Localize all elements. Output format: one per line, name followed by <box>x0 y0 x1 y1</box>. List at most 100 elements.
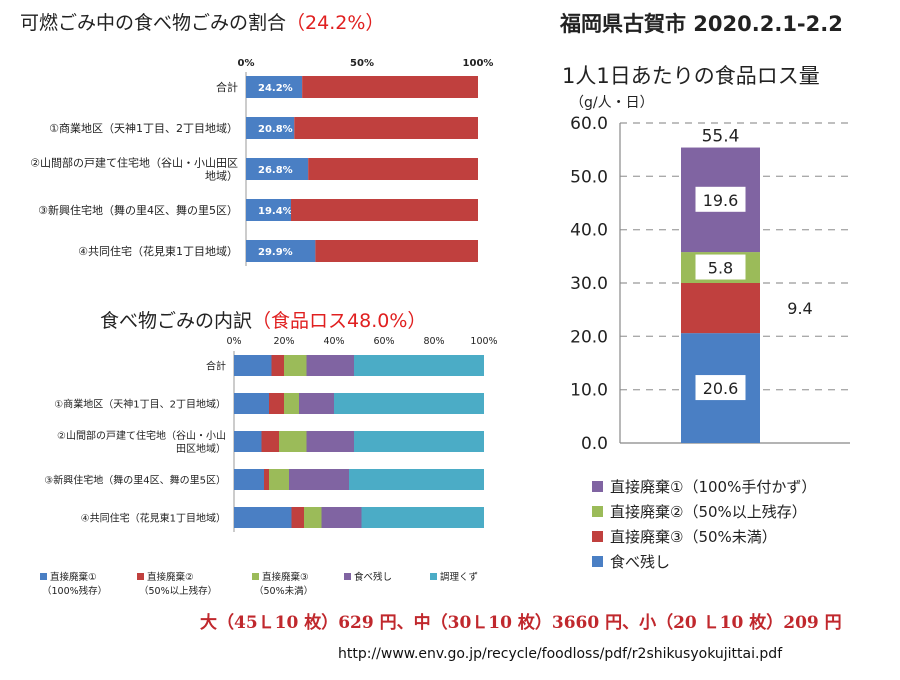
chart2-bar-segment <box>291 507 304 528</box>
chart1-x-tick: 100% <box>463 58 494 69</box>
chart2-breakdown-bar-chart: 0% 20% 40% 60% 80% 100% 合計 ①商業地区（天神1丁目、2丁目地域） ②山… <box>40 336 498 597</box>
chart1-category-label: ③新興住宅地（舞の里4区、舞の里5区） <box>38 203 238 217</box>
chart1-bar-segment <box>246 117 295 139</box>
chart3-y-tick: 20.0 <box>570 327 608 347</box>
chart2-legend-swatch <box>137 573 144 580</box>
chart2-bar-segment <box>264 469 269 490</box>
chart3-legend-swatch <box>592 481 603 492</box>
chart2-bar-segment <box>334 393 484 414</box>
chart1-bar-segment <box>315 240 478 262</box>
chart2-legend-swatch <box>430 573 437 580</box>
chart2-legend-item: 直接廃棄③ （50%未満） <box>252 571 313 597</box>
chart1-bar-segment <box>291 199 478 221</box>
chart1-x-tick: 0% <box>238 58 255 69</box>
chart2-title-main: 食べ物ごみの内訳 <box>100 310 253 332</box>
chart3-legend-item: 直接廃棄③（50%未満） <box>592 528 777 546</box>
chart2-bar-segment <box>234 393 269 414</box>
chart1-data-label: 24.2% <box>258 83 293 94</box>
chart1-bar-segment <box>246 199 292 221</box>
chart1-bar-segment <box>246 158 309 180</box>
chart2-bar-segment <box>354 431 484 452</box>
chart2-legend-item: 直接廃棄① （100%残存） <box>40 571 107 597</box>
chart1-title: 可燃ごみ中の食べ物ごみの割合（24.2%） <box>20 8 384 35</box>
chart2-bar-segment <box>234 507 292 528</box>
chart2-bar-segment <box>361 507 484 528</box>
chart1-data-label: 26.8% <box>258 165 293 176</box>
chart2-legend-label: 直接廃棄② （50%以上残存） <box>139 571 217 597</box>
chart3-legend-swatch <box>592 531 603 542</box>
chart3-y-tick: 60.0 <box>570 114 608 134</box>
chart2-bar-segment <box>284 393 299 414</box>
chart2-x-tick: 60% <box>373 336 394 347</box>
chart2-bar-segment <box>269 393 284 414</box>
chart1-data-label: 19.4% <box>258 206 293 217</box>
chart2-bar-segment <box>354 355 484 376</box>
chart1-bar-segment <box>246 76 303 98</box>
chart2-bar-segment <box>234 431 262 452</box>
chart3-y-tick: 30.0 <box>570 274 608 294</box>
chart3-stacked-column-chart: 0.0 10.0 20.0 30.0 40.0 50.0 60.0 20.6 9.4 5.8 19.… <box>570 114 850 571</box>
chart3-legend-label: 食べ残し <box>610 553 670 571</box>
chart1-data-label: 20.8% <box>258 124 293 135</box>
chart3-legend-label: 直接廃棄③（50%未満） <box>610 528 777 546</box>
chart3-y-tick: 50.0 <box>570 167 608 187</box>
chart3-total-label: 55.4 <box>702 127 740 147</box>
chart2-category-label: ②山間部の戸建て住宅地（谷山・小山田区地域） <box>57 429 226 455</box>
chart2-bar-segment <box>306 431 354 452</box>
chart2-legend-label: 調理くず <box>440 571 478 583</box>
chart2-legend-item: 食べ残し <box>344 571 392 583</box>
chart1-category-label: 合計 <box>216 80 238 94</box>
chart2-legend-swatch <box>252 573 259 580</box>
chart1-title-highlight: （24.2%） <box>286 12 385 34</box>
chart3-label-box <box>695 254 746 280</box>
chart2-legend-label: 食べ残し <box>354 571 392 583</box>
chart3-legend-swatch <box>592 506 603 517</box>
chart3-legend-swatch <box>592 556 603 567</box>
chart2-category-label: ④共同住宅（花見東1丁目地域） <box>81 512 226 525</box>
city-title: 福岡県古賀市 2020.2.1-2.2 <box>560 12 843 36</box>
chart1-category-label: ①商業地区（天神1丁目、2丁目地域） <box>49 121 238 135</box>
chart3-data-label: 9.4 <box>787 299 812 318</box>
chart2-legend-swatch <box>40 573 47 580</box>
chart2-x-tick: 80% <box>423 336 444 347</box>
chart1-share-bar-chart: 0% 50% 100% 合計 24.2% ①商業地区（天神1丁目、2丁目地域） 20.8% ②… <box>30 58 494 266</box>
chart3-legend-label: 直接廃棄①（100%手付かず） <box>610 478 816 496</box>
chart2-bar-segment <box>299 393 334 414</box>
chart2-bar-segment <box>289 469 349 490</box>
chart1-category-label: ②山間部の戸建て住宅地（谷山・小山田区地域） <box>30 156 238 183</box>
chart2-bar-segment <box>234 355 272 376</box>
chart2-x-tick: 100% <box>470 336 497 347</box>
chart2-bar-segment <box>321 507 362 528</box>
chart3-legend-label: 直接廃棄②（50%以上残存） <box>610 503 807 521</box>
chart2-category-label: 合計 <box>206 360 226 373</box>
chart3-legend-item: 食べ残し <box>592 553 670 571</box>
chart1-category-label: ④共同住宅（花見東1丁目地域） <box>78 244 238 258</box>
chart2-legend-item: 調理くず <box>430 571 478 583</box>
chart2-bar-segment <box>306 355 354 376</box>
chart1-bar-segment <box>308 158 478 180</box>
chart1-bar-segment <box>294 117 478 139</box>
chart2-x-tick: 0% <box>226 336 241 347</box>
chart2-legend-item: 直接廃棄② （50%以上残存） <box>137 571 217 597</box>
chart2-bar-segment <box>271 355 284 376</box>
chart3-legend-item: 直接廃棄①（100%手付かず） <box>592 478 816 496</box>
chart3-label-box <box>695 186 746 212</box>
chart3-data-label: 5.8 <box>708 259 733 278</box>
chart2-bar-segment <box>261 431 279 452</box>
source-url: http://www.env.go.jp/recycle/foodloss/pd… <box>338 646 783 662</box>
chart2-bar-segment <box>304 507 322 528</box>
chart1-bar-segment <box>302 76 478 98</box>
chart1-data-label: 29.9% <box>258 247 293 258</box>
chart3-y-tick: 0.0 <box>581 434 608 454</box>
chart2-legend-label: 直接廃棄① （100%残存） <box>42 571 107 597</box>
chart2-bar-segment <box>349 469 484 490</box>
chart3-data-label: 19.6 <box>703 191 739 210</box>
chart3-legend-item: 直接廃棄②（50%以上残存） <box>592 503 807 521</box>
chart3-label-box <box>695 375 746 401</box>
garbage-bag-price-text: 大（45Ｌ10 枚）629 円、中（30Ｌ10 枚）3660 円、小（20 Ｌ1… <box>200 613 842 633</box>
chart2-category-label: ③新興住宅地（舞の里4区、舞の里5区） <box>44 474 226 487</box>
chart2-legend-label: 直接廃棄③ （50%未満） <box>254 571 313 597</box>
chart2-title-highlight: （食品ロス48.0%） <box>252 310 427 332</box>
chart2-bar-segment <box>269 469 289 490</box>
chart2-x-tick: 20% <box>273 336 294 347</box>
